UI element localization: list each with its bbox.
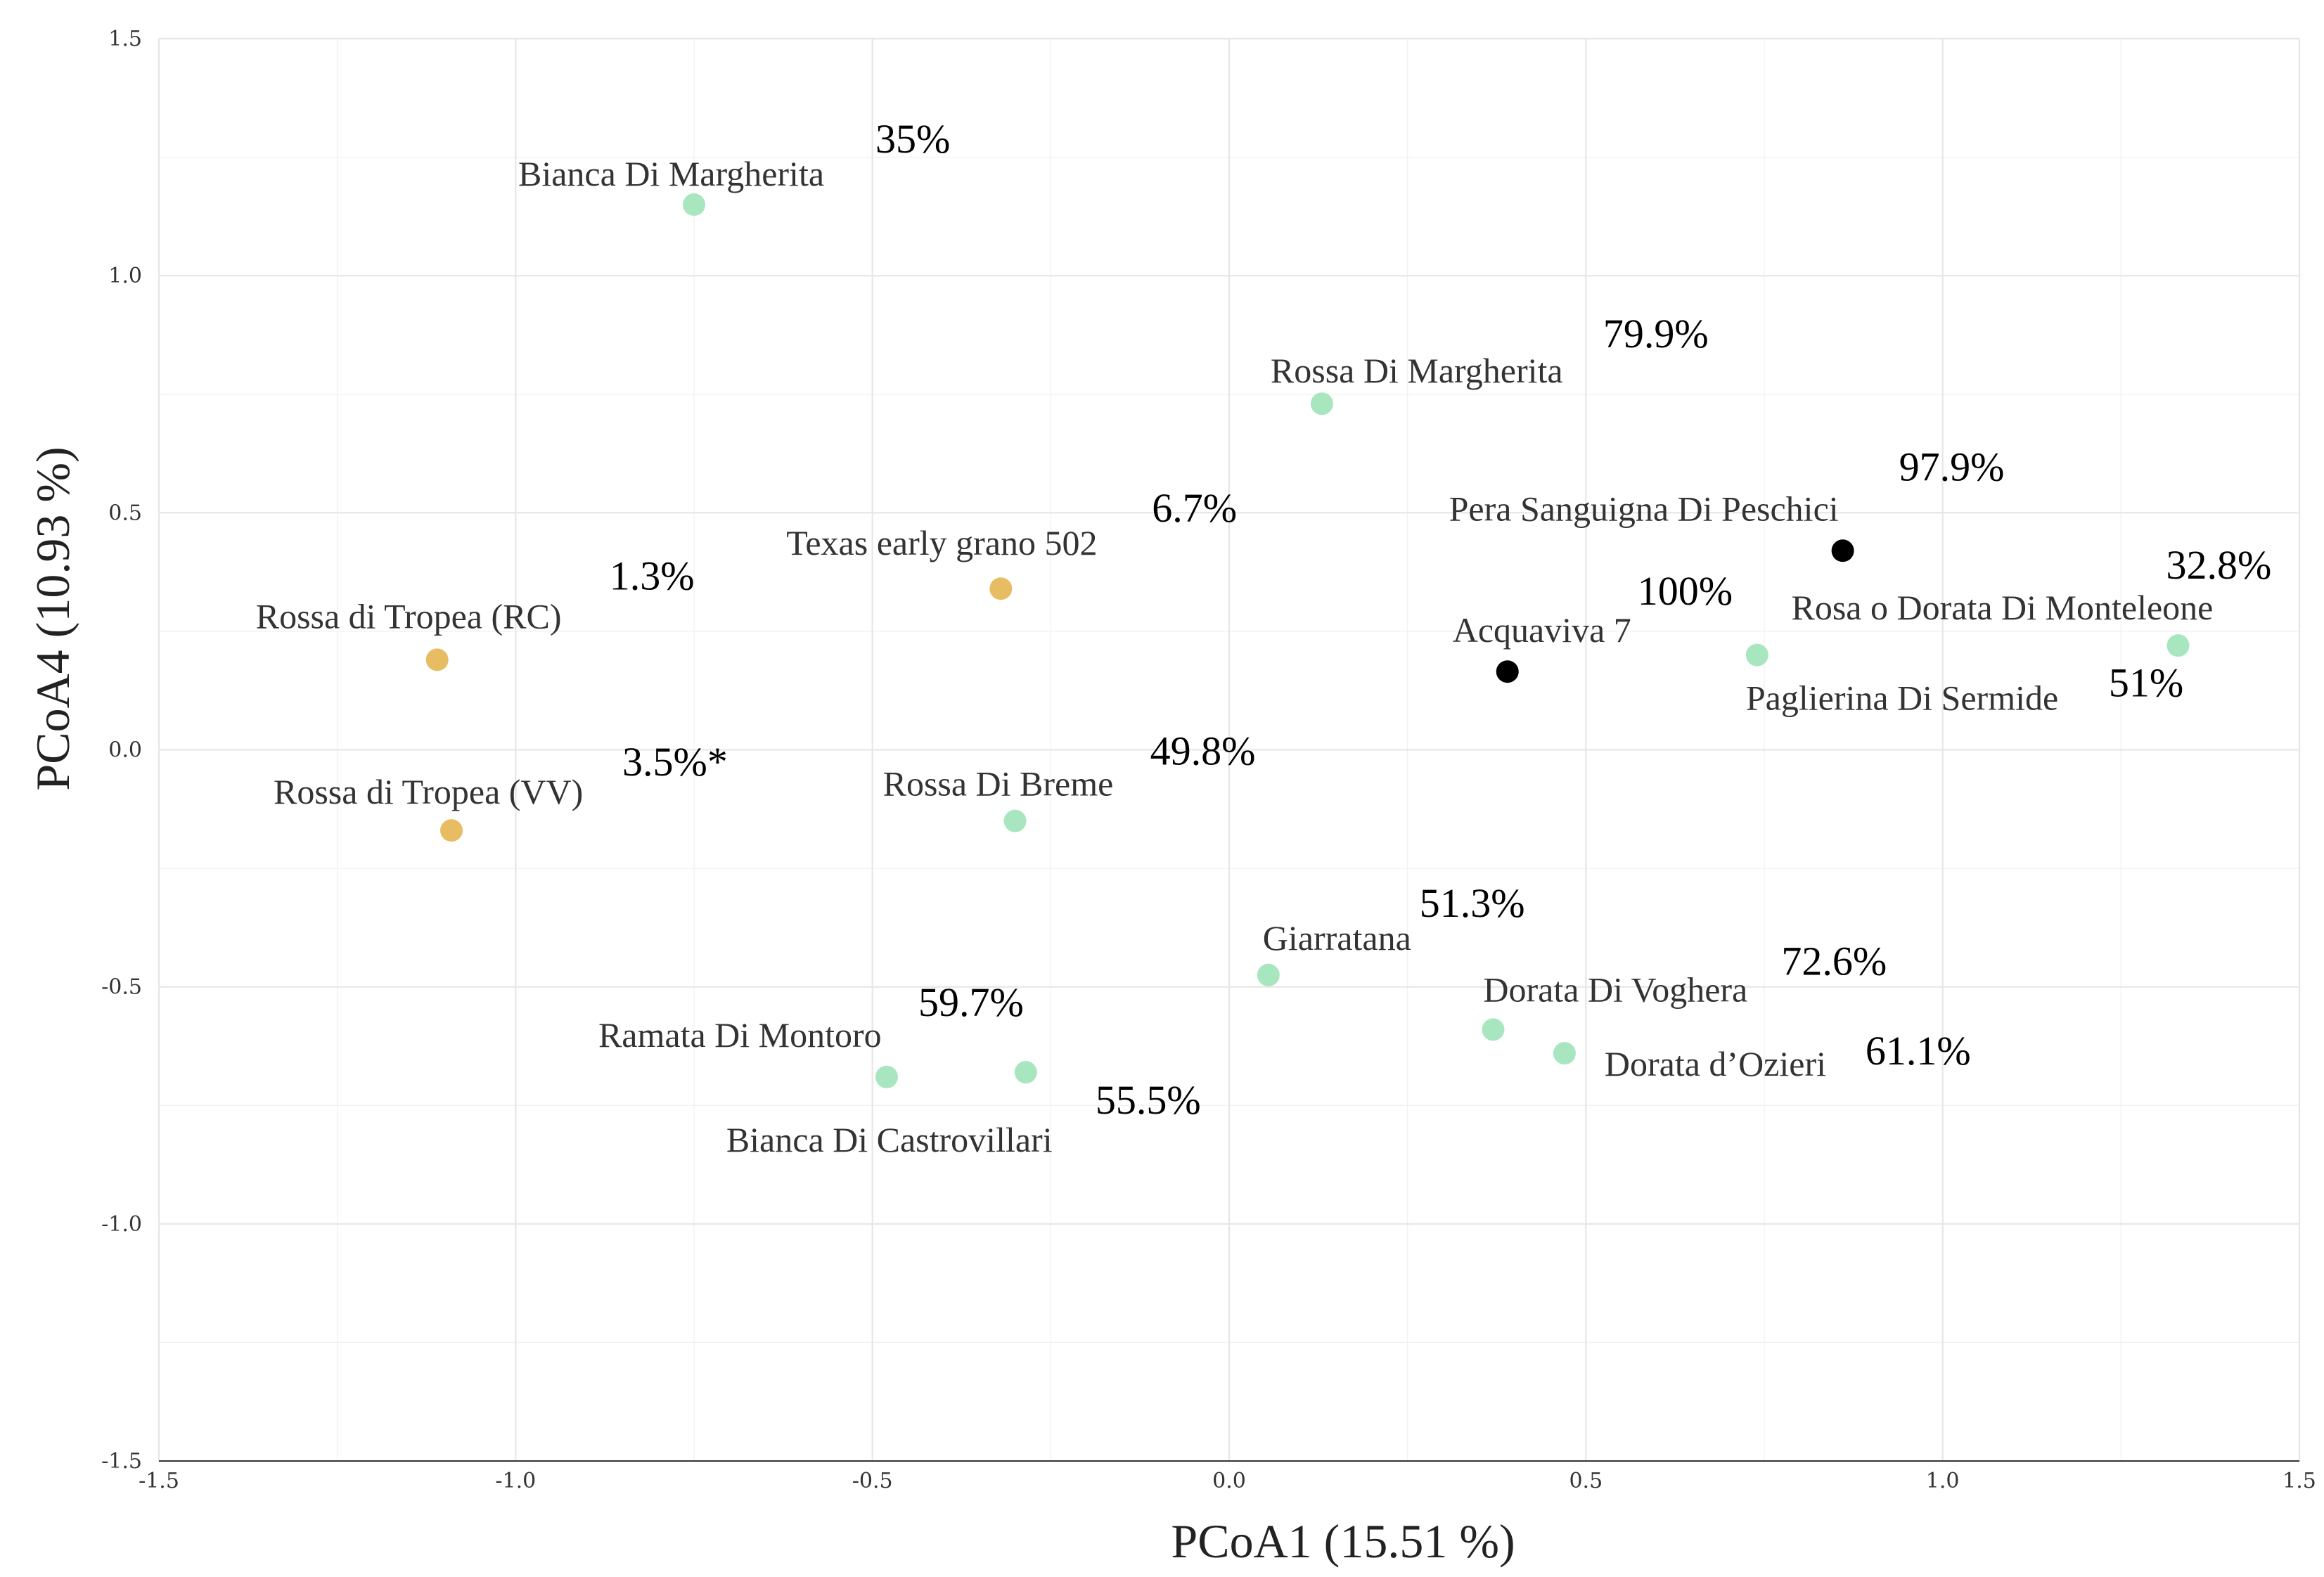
point-labels: Bianca Di Margherita 35% Rossa Di Margheri…	[256, 116, 2272, 1159]
point-percent-label: 72.6%	[1781, 938, 1887, 984]
scatter-point	[2166, 634, 2190, 657]
y-tick-label: -1.5	[101, 1449, 142, 1474]
scatter-point	[440, 819, 463, 842]
point-name-label: Ramata Di Montoro	[598, 1015, 882, 1055]
point-percent-label: 55.5%	[1096, 1077, 1201, 1123]
x-tick-label: 1.5	[2283, 1469, 2316, 1493]
point-percent-label: 51.3%	[1420, 880, 1525, 926]
point-percent-label: 97.9%	[1899, 444, 2005, 489]
point-name-label: Rosa o Dorata Di Monteleone	[1792, 588, 2214, 627]
point-name-label: Rossa di Tropea (RC)	[256, 596, 562, 636]
point-percent-label: 61.1%	[1866, 1028, 1971, 1074]
point-name-label: Bianca Di Margherita	[518, 154, 824, 193]
point-percent-label: 100%	[1638, 568, 1733, 614]
scatter-point	[875, 1065, 898, 1088]
x-tick-label: -1.0	[495, 1469, 536, 1493]
x-tick-label: 0.0	[1212, 1469, 1246, 1493]
x-tick-label: 1.0	[1926, 1469, 1960, 1493]
scatter-point	[989, 577, 1013, 600]
point-name-label: Pera Sanguigna Di Peschici	[1449, 489, 1839, 528]
x-tick-label: 0.5	[1569, 1469, 1603, 1493]
point-percent-label: 49.8%	[1150, 728, 1256, 774]
scatter-point	[1553, 1042, 1576, 1065]
point-percent-label: 79.9%	[1603, 311, 1709, 356]
point-name-label: Rossa Di Margherita	[1271, 351, 1563, 390]
point-percent-label: 32.8%	[2166, 542, 2272, 588]
point-percent-label: 1.3%	[610, 553, 695, 598]
scatter-point	[1745, 643, 1768, 667]
y-tick-label: 0.5	[108, 501, 142, 525]
scatter-point	[683, 193, 705, 217]
scatter-point	[1482, 1018, 1505, 1041]
scatter-point	[1496, 660, 1519, 683]
point-name-label: Texas early grano 502	[786, 523, 1097, 562]
point-name-label: Paglierina Di Sermide	[1746, 678, 2058, 718]
x-tick-label: -0.5	[852, 1469, 893, 1493]
point-percent-label: 51%	[2109, 660, 2183, 706]
axis-ticks: -1.5 -1.0 -0.5 0.0 0.5 1.0 1.5 -1.5 -1.0 -0.5 0.0 0…	[101, 27, 2316, 1493]
point-percent-label: 59.7%	[918, 979, 1024, 1025]
scatter-point	[1831, 539, 1854, 562]
scatter-point	[1003, 809, 1027, 832]
scatter-point	[1014, 1061, 1037, 1084]
point-percent-label: 6.7%	[1152, 485, 1237, 531]
y-axis-title: PCoA4 (10.93 %)	[26, 446, 79, 790]
point-name-label: Bianca Di Castrovillari	[726, 1120, 1053, 1159]
y-tick-label: 1.5	[108, 27, 142, 51]
x-tick-label: -1.5	[139, 1469, 179, 1493]
point-percent-label: 3.5%*	[622, 739, 728, 785]
point-name-label: Rossa di Tropea (VV)	[274, 772, 583, 811]
data-points	[425, 193, 2190, 1088]
point-name-label: Acquaviva 7	[1453, 610, 1631, 650]
point-percent-label: 35%	[875, 116, 950, 162]
point-name-label: Giarratana	[1263, 918, 1411, 958]
point-name-label: Dorata Di Voghera	[1483, 970, 1747, 1009]
scatter-point	[1257, 963, 1280, 986]
scatter-point	[1310, 392, 1333, 416]
point-name-label: Rossa Di Breme	[883, 764, 1114, 804]
y-tick-label: -0.5	[101, 975, 142, 1000]
y-tick-label: 1.0	[108, 264, 142, 288]
y-tick-label: -1.0	[101, 1212, 142, 1237]
point-name-label: Dorata d’Ozieri	[1605, 1044, 1826, 1083]
y-tick-label: 0.0	[108, 738, 142, 763]
scatter-point	[425, 648, 449, 671]
x-axis-title: PCoA1 (15.51 %)	[1171, 1514, 1515, 1568]
